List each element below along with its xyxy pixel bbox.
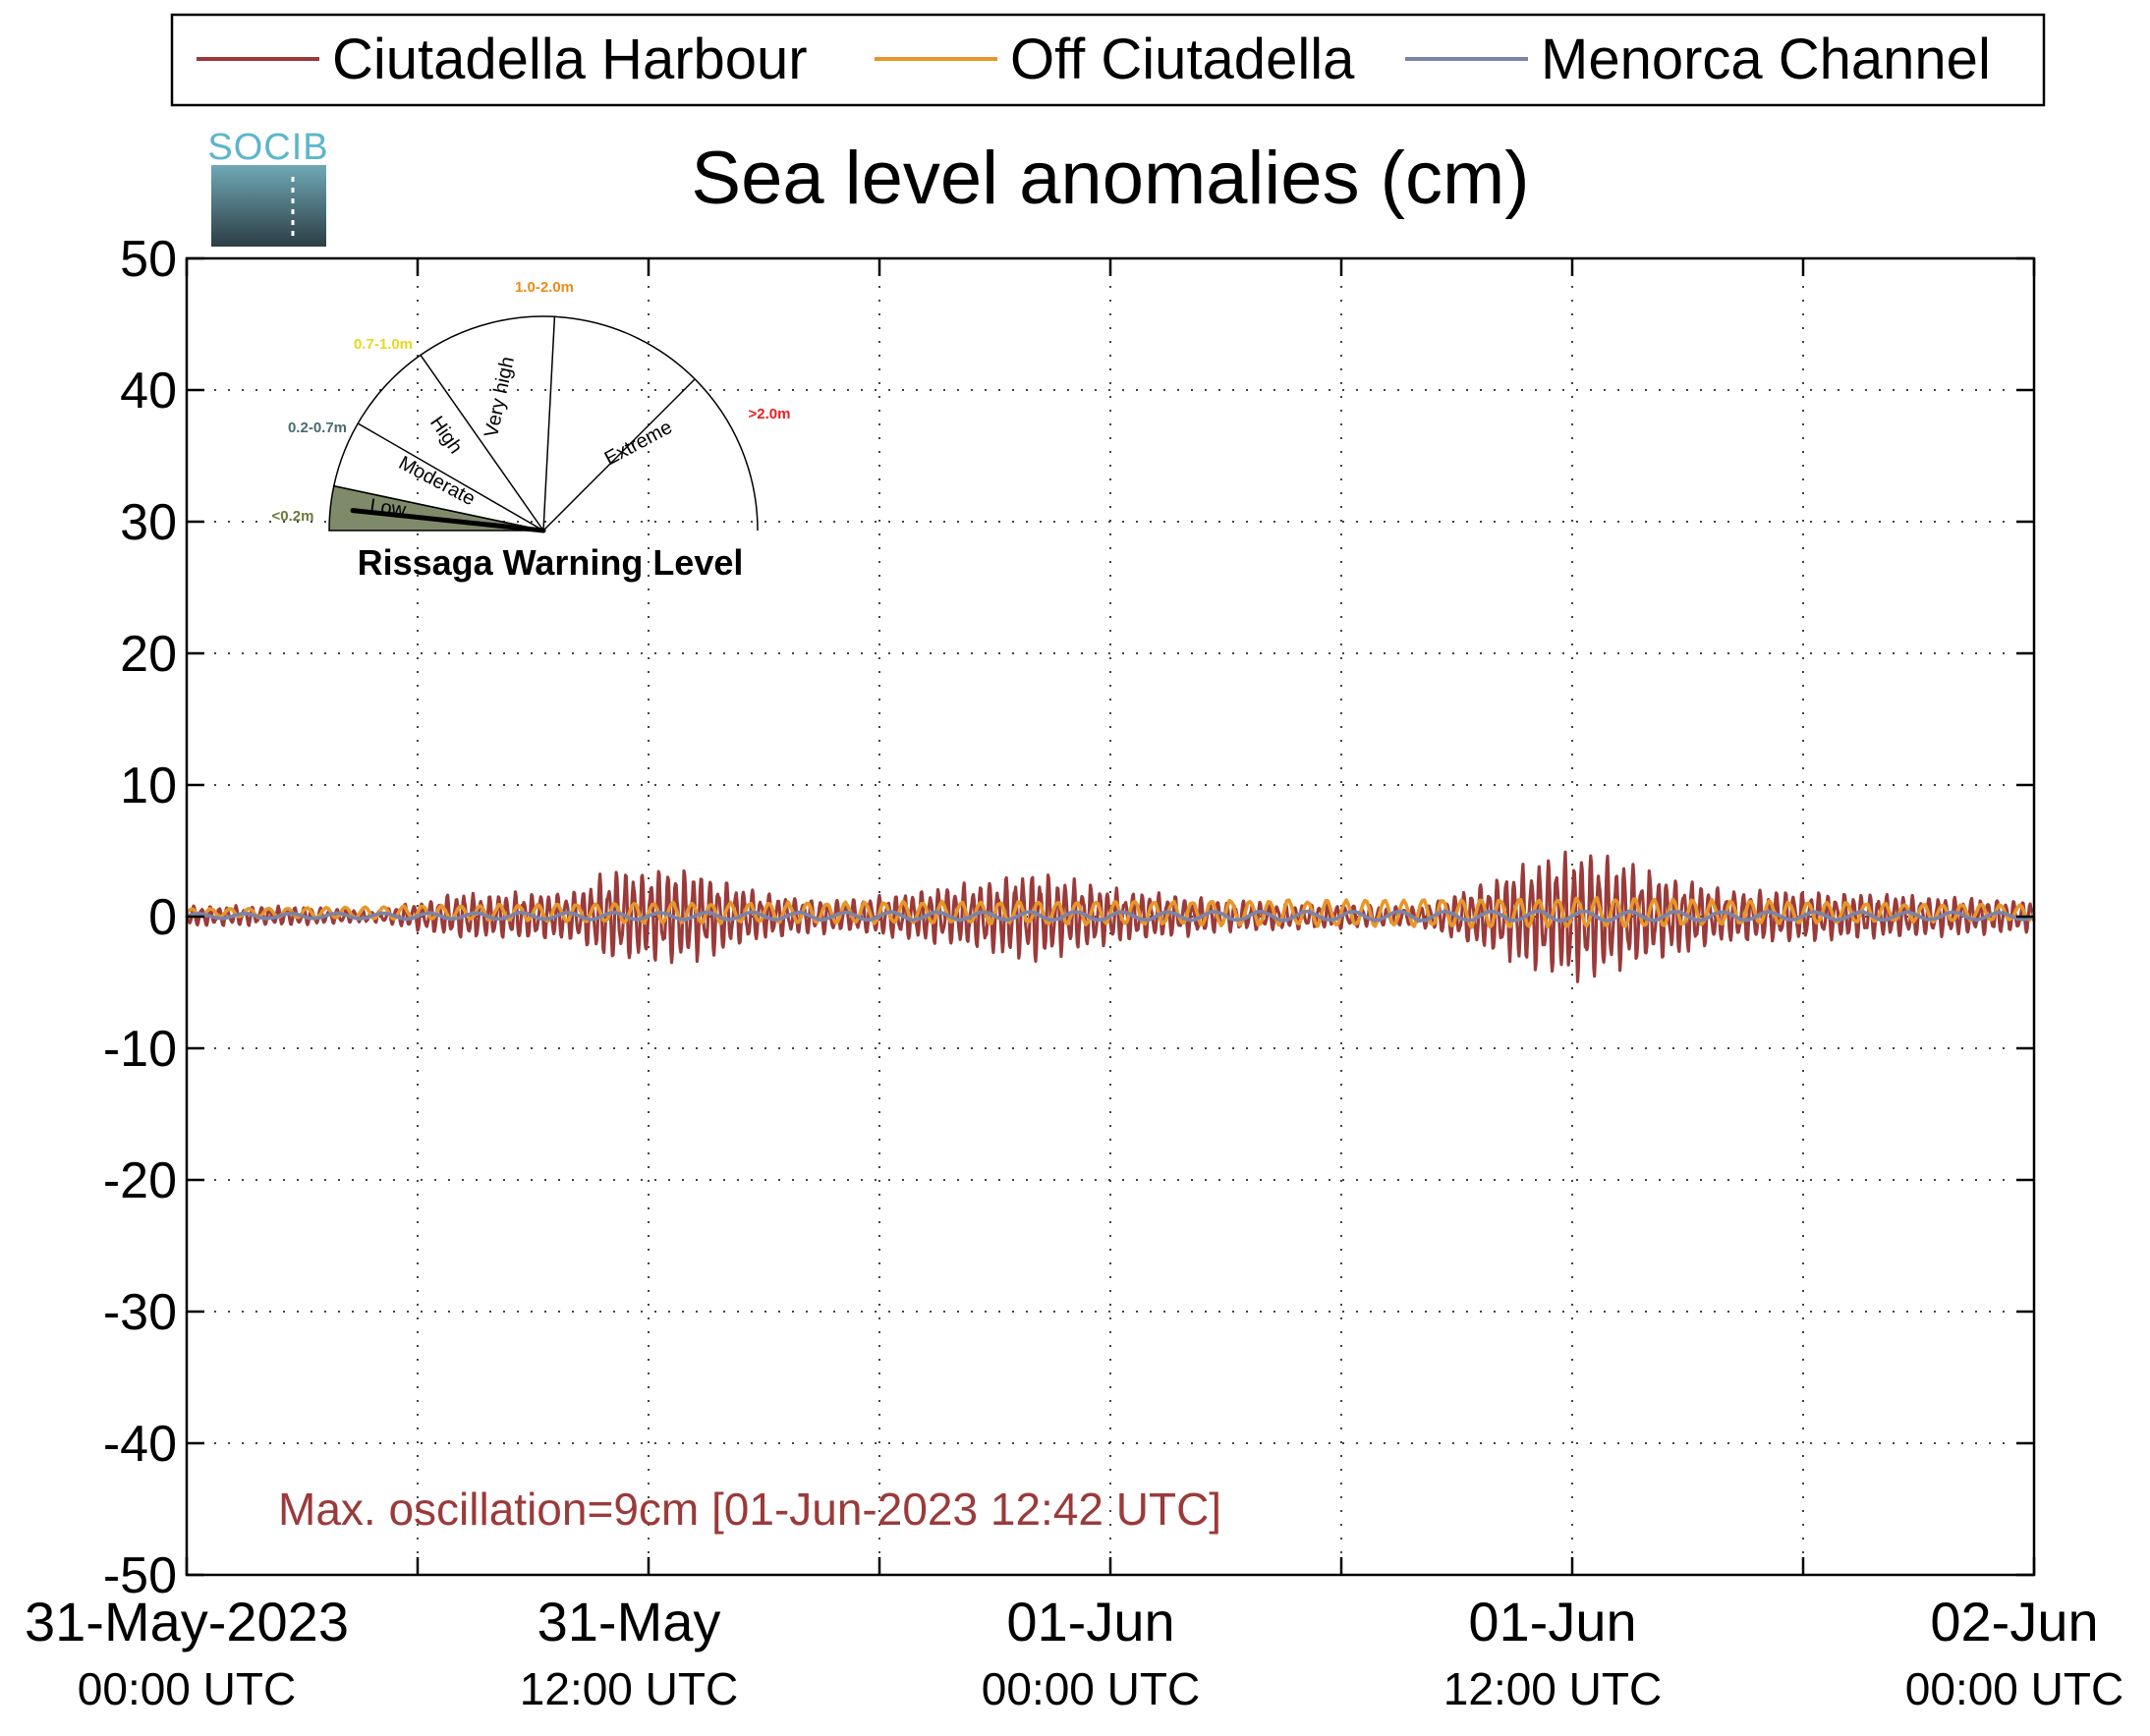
gauge-arc bbox=[333, 315, 759, 532]
x-tick-time: 00:00 UTC bbox=[982, 1663, 1200, 1714]
gauge-needle bbox=[350, 508, 546, 533]
y-tick-label: 30 bbox=[120, 494, 177, 551]
x-tick-date: 31-May bbox=[538, 1591, 721, 1652]
y-axis-labels: 50 40 30 20 10 0 -10 -20 -30 -40 -50 bbox=[103, 231, 177, 1604]
logo-text: SOCIB bbox=[207, 127, 328, 168]
y-tick-label: -20 bbox=[103, 1152, 177, 1209]
legend-label: Ciutadella Harbour bbox=[332, 28, 808, 91]
gauge-divider bbox=[542, 316, 556, 532]
series-lines bbox=[185, 850, 2036, 983]
y-tick-label: -10 bbox=[103, 1021, 177, 1078]
x-tick-date: 31-May-2023 bbox=[25, 1591, 349, 1652]
socib-logo: SOCIB bbox=[207, 127, 328, 247]
y-tick-label: -40 bbox=[103, 1416, 177, 1473]
x-tick-date: 01-Jun bbox=[1468, 1591, 1636, 1652]
x-tick-time: 00:00 UTC bbox=[1905, 1663, 2123, 1714]
axis-ticks bbox=[185, 256, 2036, 1577]
plot-area: 50 40 30 20 10 0 -10 -20 -30 -40 -50 31-May-2023 00… bbox=[25, 231, 2123, 1714]
gauge-sector-label: Low bbox=[368, 495, 408, 522]
x-tick-time: 00:00 UTC bbox=[78, 1663, 296, 1714]
x-axis-labels: 31-May-2023 00:00 UTC 31-May 12:00 UTC 01-Ju… bbox=[25, 1591, 2123, 1714]
y-tick-label: 20 bbox=[120, 626, 177, 683]
gauge-divider bbox=[333, 484, 544, 532]
max-oscillation-annotation: Max. oscillation=9cm [01-Jun-2023 12:42 … bbox=[278, 1484, 1221, 1535]
y-tick-label: -30 bbox=[103, 1284, 177, 1341]
y-tick-label: 40 bbox=[120, 363, 177, 420]
gauge-title: Rissaga Warning Level bbox=[358, 542, 744, 583]
gauge-divider bbox=[542, 378, 696, 532]
y-tick-label: 10 bbox=[120, 757, 177, 814]
legend-box bbox=[170, 13, 2046, 107]
gauge-divider bbox=[420, 354, 544, 532]
gauge-range-label: 0.7-1.0m bbox=[354, 336, 413, 353]
y-tick-label: 50 bbox=[120, 231, 177, 288]
gauge-range-label: <0.2m bbox=[272, 508, 314, 525]
x-tick-time: 12:00 UTC bbox=[1443, 1663, 1662, 1714]
x-tick-date: 01-Jun bbox=[1006, 1591, 1174, 1652]
gauge-range-label: 1.0-2.0m bbox=[515, 279, 574, 296]
x-tick-time: 12:00 UTC bbox=[520, 1663, 738, 1714]
legend-entries: Ciutadella Harbour Off Ciutadella Menorca … bbox=[197, 28, 1991, 91]
gauge-divider bbox=[357, 422, 544, 532]
series-line-0 bbox=[185, 850, 2036, 983]
chart-title: Sea level anomalies (cm) bbox=[691, 137, 1529, 220]
series-line-2 bbox=[186, 909, 2035, 924]
y-tick-label: -50 bbox=[103, 1547, 177, 1604]
logo-block bbox=[211, 165, 326, 247]
gauge-range-label: 0.2-0.7m bbox=[288, 420, 347, 436]
legend: Ciutadella Harbour Off Ciutadella Menorca … bbox=[170, 13, 2046, 107]
x-tick-date: 02-Jun bbox=[1930, 1591, 2098, 1652]
gauge-range-label: >2.0m bbox=[749, 406, 791, 422]
legend-label: Menorca Channel bbox=[1541, 28, 1991, 91]
legend-label: Off Ciutadella bbox=[1010, 28, 1355, 91]
y-tick-label: 0 bbox=[148, 889, 177, 946]
